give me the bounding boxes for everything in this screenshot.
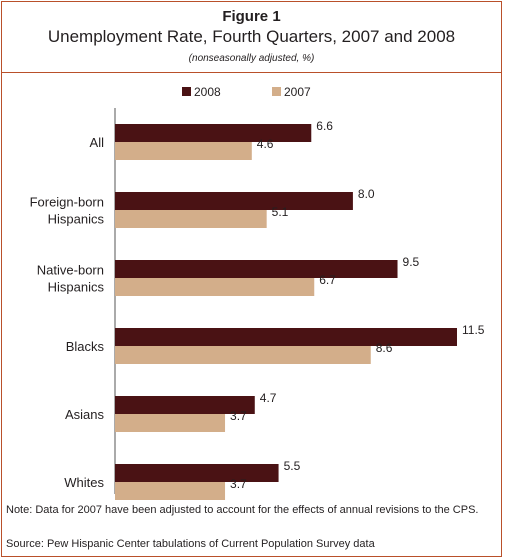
bar-2007 [115, 210, 267, 228]
category-label: Hispanics [48, 212, 105, 227]
chart-note: Note: Data for 2007 have been adjusted t… [6, 504, 479, 516]
legend-label-2008: 2008 [194, 85, 221, 99]
category-label: Native-born [37, 263, 104, 278]
legend-swatch-2008 [182, 87, 191, 96]
category-label: Hispanics [48, 280, 105, 295]
bar-2007 [115, 142, 252, 160]
data-label: 9.5 [403, 255, 420, 269]
category-label: Foreign-born [30, 195, 104, 210]
data-label: 8.6 [376, 341, 393, 355]
bar-2007 [115, 482, 226, 500]
category-label: Blacks [66, 339, 105, 354]
bar-2007 [115, 346, 371, 364]
data-label: 3.7 [230, 409, 247, 423]
category-label: Whites [64, 475, 104, 490]
figure-header: Figure 1 Unemployment Rate, Fourth Quart… [2, 2, 501, 73]
bar-2007 [115, 278, 315, 296]
bar-2008 [115, 124, 312, 142]
bar-2007 [115, 414, 226, 432]
chart-subtitle: (nonseasonally adjusted, %) [188, 53, 315, 64]
figure-number: Figure 1 [222, 8, 281, 25]
category-label: All [90, 135, 105, 150]
data-label: 11.5 [462, 323, 485, 337]
legend-label-2007: 2007 [284, 85, 311, 99]
data-label: 8.0 [358, 187, 375, 201]
bar-2008 [115, 192, 353, 210]
data-label: 4.7 [260, 391, 277, 405]
bar-2008 [115, 328, 457, 346]
chart-source: Source: Pew Hispanic Center tabulations … [6, 538, 375, 550]
bar-2008 [115, 396, 255, 414]
bar-2008 [115, 464, 279, 482]
data-label: 6.6 [316, 119, 333, 133]
data-label: 3.7 [230, 477, 247, 491]
bar-2008 [115, 260, 398, 278]
data-label: 4.6 [257, 137, 274, 151]
bar-chart: 2008 2007 All 6.6 4.6 Foreign-born Hispanics 8.… [30, 85, 485, 500]
data-label: 5.1 [272, 205, 289, 219]
chart-title: Unemployment Rate, Fourth Quarters, 2007… [47, 27, 456, 46]
data-label: 5.5 [284, 459, 301, 473]
legend-swatch-2007 [272, 87, 281, 96]
category-label: Asians [65, 407, 105, 422]
data-label: 6.7 [319, 273, 336, 287]
